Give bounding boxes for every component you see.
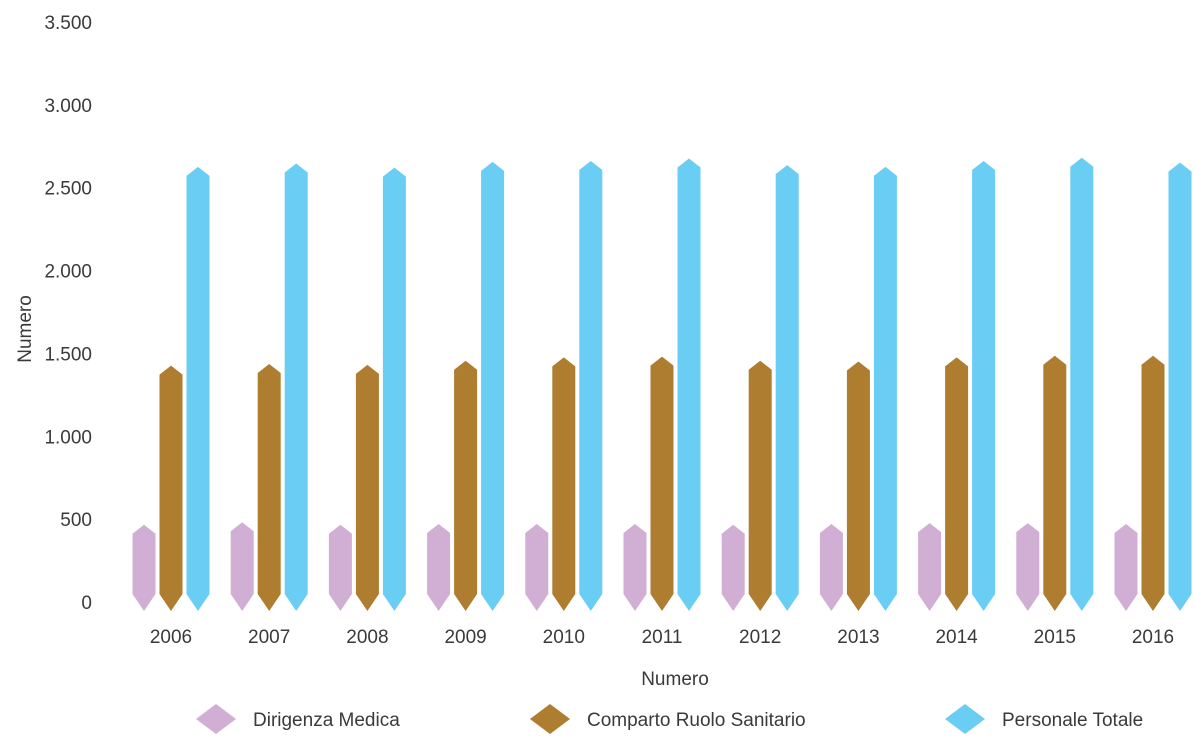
bar-personale-totale-2013 — [873, 166, 897, 612]
x-tick-label: 2013 — [837, 627, 879, 648]
x-tick-label: 2007 — [248, 627, 290, 648]
x-tick-label: 2006 — [150, 627, 192, 648]
x-tick-label: 2012 — [739, 627, 781, 648]
bar-comparto-ruolo-sanitario-2013 — [846, 361, 870, 611]
y-axis-ticks: 0 500 1.000 1.500 2.000 2.500 3.000 3.500 — [44, 13, 92, 614]
bar-dirigenza-medica-2006 — [132, 524, 156, 611]
x-axis-ticks: 2006 2007 2008 2009 2010 2011 2012 2013 2014 2015… — [150, 627, 1174, 648]
x-tick-label: 2015 — [1034, 627, 1076, 648]
y-tick-label: 0 — [81, 593, 92, 614]
legend-label: Comparto Ruolo Sanitario — [587, 710, 806, 731]
y-tick-label: 1.500 — [44, 344, 92, 365]
y-tick-label: 3.000 — [44, 96, 92, 117]
y-tick-label: 3.500 — [44, 13, 92, 34]
bar-dirigenza-medica-2009 — [427, 523, 451, 611]
x-tick-label: 2010 — [543, 627, 585, 648]
x-axis-title: Numero — [641, 669, 709, 690]
legend-marker — [196, 704, 236, 734]
bar-comparto-ruolo-sanitario-2011 — [650, 356, 674, 611]
bar-dirigenza-medica-2010 — [525, 523, 549, 611]
bar-personale-totale-2014 — [972, 161, 996, 611]
y-tick-label: 2.500 — [44, 179, 92, 200]
bar-personale-totale-2010 — [579, 161, 603, 611]
bar-dirigenza-medica-2014 — [918, 523, 942, 611]
bar-personale-totale-2007 — [284, 163, 308, 611]
bar-personale-totale-2012 — [775, 165, 799, 611]
bar-comparto-ruolo-sanitario-2010 — [552, 357, 576, 611]
bar-comparto-ruolo-sanitario-2009 — [454, 360, 478, 611]
bar-dirigenza-medica-2013 — [819, 523, 843, 611]
y-tick-label: 1.000 — [44, 427, 92, 448]
legend: Dirigenza Medica Comparto Ruolo Sanitario… — [196, 704, 1143, 734]
legend-marker — [530, 704, 570, 734]
legend-label: Dirigenza Medica — [253, 710, 400, 731]
bar-dirigenza-medica-2011 — [623, 523, 647, 611]
y-tick-label: 500 — [60, 510, 92, 531]
bar-dirigenza-medica-2012 — [721, 524, 745, 611]
x-tick-label: 2014 — [935, 627, 978, 648]
bar-personale-totale-2016 — [1168, 162, 1192, 611]
legend-label: Personale Totale — [1002, 710, 1143, 731]
x-tick-label: 2008 — [346, 627, 388, 648]
legend-marker — [945, 704, 985, 734]
x-tick-label: 2009 — [444, 627, 486, 648]
bar-personale-totale-2015 — [1070, 157, 1094, 611]
y-tick-label: 2.000 — [44, 262, 92, 283]
y-axis-title: Numero — [15, 295, 36, 363]
bar-personale-totale-2011 — [677, 158, 701, 612]
bar-dirigenza-medica-2007 — [230, 522, 254, 611]
x-tick-label: 2016 — [1132, 627, 1174, 648]
x-tick-label: 2011 — [642, 627, 683, 648]
bar-dirigenza-medica-2016 — [1114, 523, 1138, 611]
bar-comparto-ruolo-sanitario-2008 — [355, 364, 379, 611]
bar-personale-totale-2006 — [186, 166, 210, 612]
bars — [132, 157, 1192, 612]
bar-personale-totale-2008 — [382, 167, 406, 611]
bar-comparto-ruolo-sanitario-2016 — [1141, 355, 1165, 611]
bar-comparto-ruolo-sanitario-2012 — [748, 360, 772, 611]
bar-comparto-ruolo-sanitario-2015 — [1043, 355, 1067, 611]
bar-dirigenza-medica-2008 — [328, 524, 352, 611]
bar-comparto-ruolo-sanitario-2014 — [945, 357, 969, 611]
bar-comparto-ruolo-sanitario-2007 — [257, 364, 281, 611]
bar-personale-totale-2009 — [481, 161, 505, 611]
bar-dirigenza-medica-2015 — [1016, 523, 1040, 611]
bar-comparto-ruolo-sanitario-2006 — [159, 365, 183, 611]
